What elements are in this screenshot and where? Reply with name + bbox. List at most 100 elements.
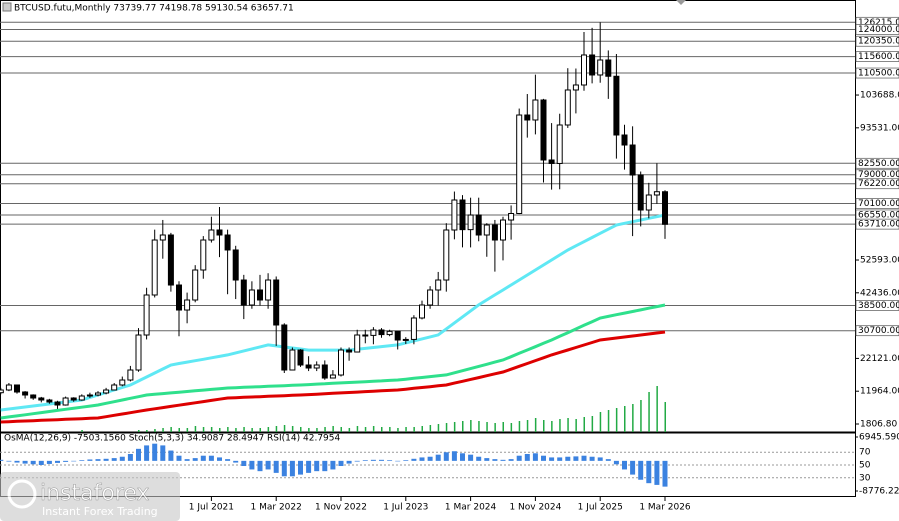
osma-bar — [225, 459, 231, 461]
candle-body — [410, 317, 417, 340]
x-tick-label: 1 Nov 2022 — [315, 503, 367, 513]
osma-tick-label: -8776.229 — [859, 487, 899, 497]
volume-bar — [227, 427, 229, 432]
volume-bar — [583, 417, 585, 432]
osma-bar — [176, 455, 182, 461]
osma-bar — [403, 460, 409, 461]
osma-bar — [549, 457, 555, 461]
candle-body — [475, 214, 482, 236]
candle-body — [346, 349, 353, 353]
candle-body — [653, 191, 660, 196]
symbol-icon — [2, 2, 12, 12]
candle-body — [54, 401, 61, 406]
volume-bar — [170, 427, 172, 432]
volume-bar — [316, 428, 318, 432]
candle-body — [443, 229, 450, 281]
level-label-box — [855, 218, 899, 230]
candle-body — [184, 299, 191, 311]
volume-bar — [162, 428, 164, 432]
osma-bar — [289, 460, 295, 477]
osma-bar — [524, 453, 530, 461]
volume-bar — [437, 424, 440, 432]
osma-bar — [136, 448, 141, 461]
candle-body — [127, 369, 134, 381]
level-label: 126215.00 — [858, 18, 899, 28]
level-label: 76220.00 — [858, 179, 899, 189]
candle-body — [159, 234, 166, 241]
candle-body — [532, 99, 539, 121]
osma-bar — [622, 460, 627, 470]
osma-bar — [30, 460, 36, 465]
candle-body — [192, 269, 199, 301]
y-tick-label: 52593.00 — [860, 256, 899, 266]
x-tick-label: 1 Jul 2023 — [383, 503, 428, 513]
volume-bar — [615, 408, 618, 432]
y-tick-label: 103688.00 — [860, 91, 899, 101]
volume-bar — [202, 427, 205, 432]
osma-bar — [265, 460, 271, 470]
osma-bar — [79, 460, 85, 461]
volume-bar — [389, 427, 391, 432]
x-tick-label: 1 Mar 2022 — [251, 503, 302, 513]
candle-body — [78, 395, 85, 401]
volume-bar — [664, 402, 666, 432]
osma-bar — [484, 458, 490, 461]
osma-bar — [460, 453, 465, 461]
candle-body — [354, 334, 361, 353]
osma-bar — [14, 460, 20, 463]
osma-bar — [192, 458, 198, 461]
osma-bar — [354, 460, 360, 462]
candle-body — [281, 324, 288, 371]
volume-bar — [154, 429, 156, 432]
osma-tick-label: 6945.5903 — [859, 433, 899, 443]
candle-body — [30, 394, 37, 399]
level-label: 66550.00 — [858, 210, 899, 220]
volume-bar — [510, 423, 513, 432]
osma-bar — [605, 459, 611, 461]
osma-bar — [63, 460, 69, 462]
candle-body — [645, 194, 652, 211]
volume-bar — [267, 427, 270, 432]
y-tick-label: 93531.00 — [860, 123, 899, 133]
volume-bar — [656, 386, 658, 432]
volume-bar — [210, 427, 213, 432]
volume-bar — [494, 423, 496, 432]
level-label: 124000.00 — [858, 25, 899, 35]
osma-bar — [168, 450, 174, 461]
osma-bar — [119, 456, 125, 461]
level-label: 63710.00 — [858, 220, 899, 230]
volume-bar — [421, 426, 423, 432]
volume-bar — [332, 426, 334, 432]
osma-bar — [346, 460, 352, 464]
volume-bar — [413, 427, 415, 432]
candle-body — [62, 397, 69, 406]
candle-body — [483, 224, 490, 236]
osma-bar — [208, 455, 214, 461]
volume-bar — [138, 430, 140, 432]
osma-bar — [152, 443, 158, 461]
volume-bar — [575, 419, 577, 432]
x-tick-label: 1 Mar 2024 — [445, 503, 497, 513]
candle-body — [605, 59, 612, 77]
volume-bar — [178, 428, 180, 432]
candle-body — [232, 249, 239, 281]
osma-bar — [387, 460, 393, 461]
level-label: 115600.00 — [858, 52, 899, 62]
candle-body — [402, 338, 409, 341]
volume-bar — [364, 427, 367, 432]
volume-bar — [640, 400, 642, 432]
candle-body — [46, 399, 53, 403]
volume-bar — [591, 416, 594, 432]
osma-bar — [6, 460, 12, 462]
candle-body — [613, 75, 620, 136]
y-tick-label: 42436.00 — [860, 288, 899, 298]
candle-body — [200, 239, 207, 271]
level-label: 120350.00 — [858, 37, 899, 47]
candle-body — [86, 394, 93, 397]
osma-bar — [38, 460, 44, 465]
level-label-box — [855, 24, 899, 35]
volume-bar — [599, 412, 602, 432]
level-label: 38500.00 — [858, 301, 899, 311]
volume-bar — [275, 426, 278, 432]
